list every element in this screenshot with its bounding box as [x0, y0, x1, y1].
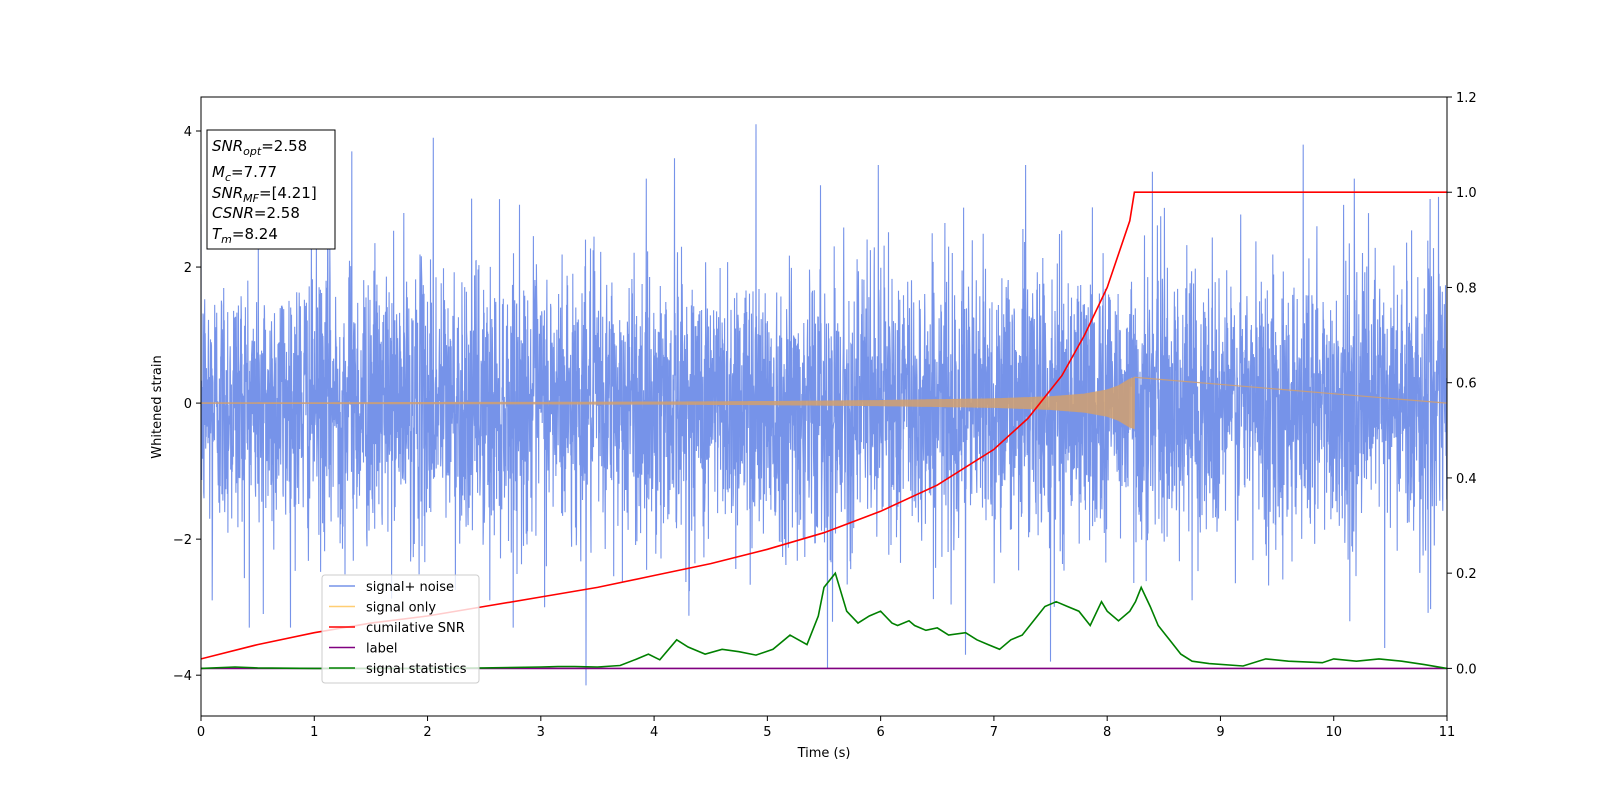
y-right-tick-label: 0.0 [1456, 662, 1477, 677]
x-tick-label: 8 [1103, 725, 1111, 740]
y-axis-label: Whitened strain [150, 355, 165, 458]
legend-label: cumilative SNR [366, 621, 465, 636]
annotation-line: SNRopt=2.58 [212, 137, 307, 158]
annotation-line: CSNR=2.58 [212, 204, 300, 222]
x-tick-label: 9 [1216, 725, 1224, 740]
y-right-tick-label: 0.6 [1456, 377, 1477, 392]
signal-noise-line [201, 124, 1447, 686]
x-tick-label: 5 [763, 725, 771, 740]
signal-noise-series [201, 124, 1447, 686]
x-tick-label: 3 [537, 725, 545, 740]
x-axis-label: Time (s) [797, 746, 851, 761]
signal-statistics-line [201, 571, 1447, 670]
y-right-tick-label: 0.8 [1456, 281, 1477, 296]
plot-frame [200, 96, 1448, 717]
y-right-tick-label: 0.2 [1456, 567, 1477, 582]
legend-label: signal only [366, 601, 436, 616]
signal-only-series [201, 376, 1447, 429]
y-right-tick-label: 0.4 [1456, 472, 1477, 487]
x-axis: 0 1 2 3 4 5 6 7 8 9 10 11 [197, 716, 1455, 740]
x-tick-label: 2 [423, 725, 431, 740]
legend: signal+ noise signal only cumilative SNR la… [321, 574, 480, 684]
y-tick-label: −2 [173, 533, 192, 548]
annotation-line: Mc=7.77 [212, 163, 277, 184]
x-tick-label: 6 [876, 725, 884, 740]
y-tick-label: −4 [173, 669, 192, 684]
legend-label: signal statistics [366, 662, 467, 677]
signal-statistics-series [201, 571, 1447, 670]
y-tick-label: 2 [184, 261, 192, 276]
annotation-line: SNRMF=[4.21] [212, 184, 317, 205]
annotation-frame [206, 129, 336, 250]
annotation-line: Tm=8.24 [212, 225, 278, 246]
x-tick-label: 11 [1439, 725, 1456, 740]
x-tick-label: 4 [650, 725, 658, 740]
y-right-tick-label: 1.2 [1456, 91, 1477, 106]
legend-frame [321, 574, 480, 684]
y-axis-right: 1.2 1.0 0.8 0.6 0.4 0.2 0.0 [1447, 91, 1477, 677]
x-tick-label: 0 [197, 725, 205, 740]
y-right-tick-label: 1.0 [1456, 186, 1477, 201]
y-tick-label: 4 [184, 125, 192, 140]
legend-label: label [366, 642, 397, 657]
signal-only-line [201, 376, 1447, 429]
x-tick-label: 10 [1325, 725, 1342, 740]
y-axis-left: 4 2 0 −2 −4 [173, 125, 201, 684]
x-tick-label: 1 [310, 725, 318, 740]
x-tick-label: 7 [990, 725, 998, 740]
y-tick-label: 0 [184, 397, 192, 412]
legend-label: signal+ noise [366, 580, 454, 595]
